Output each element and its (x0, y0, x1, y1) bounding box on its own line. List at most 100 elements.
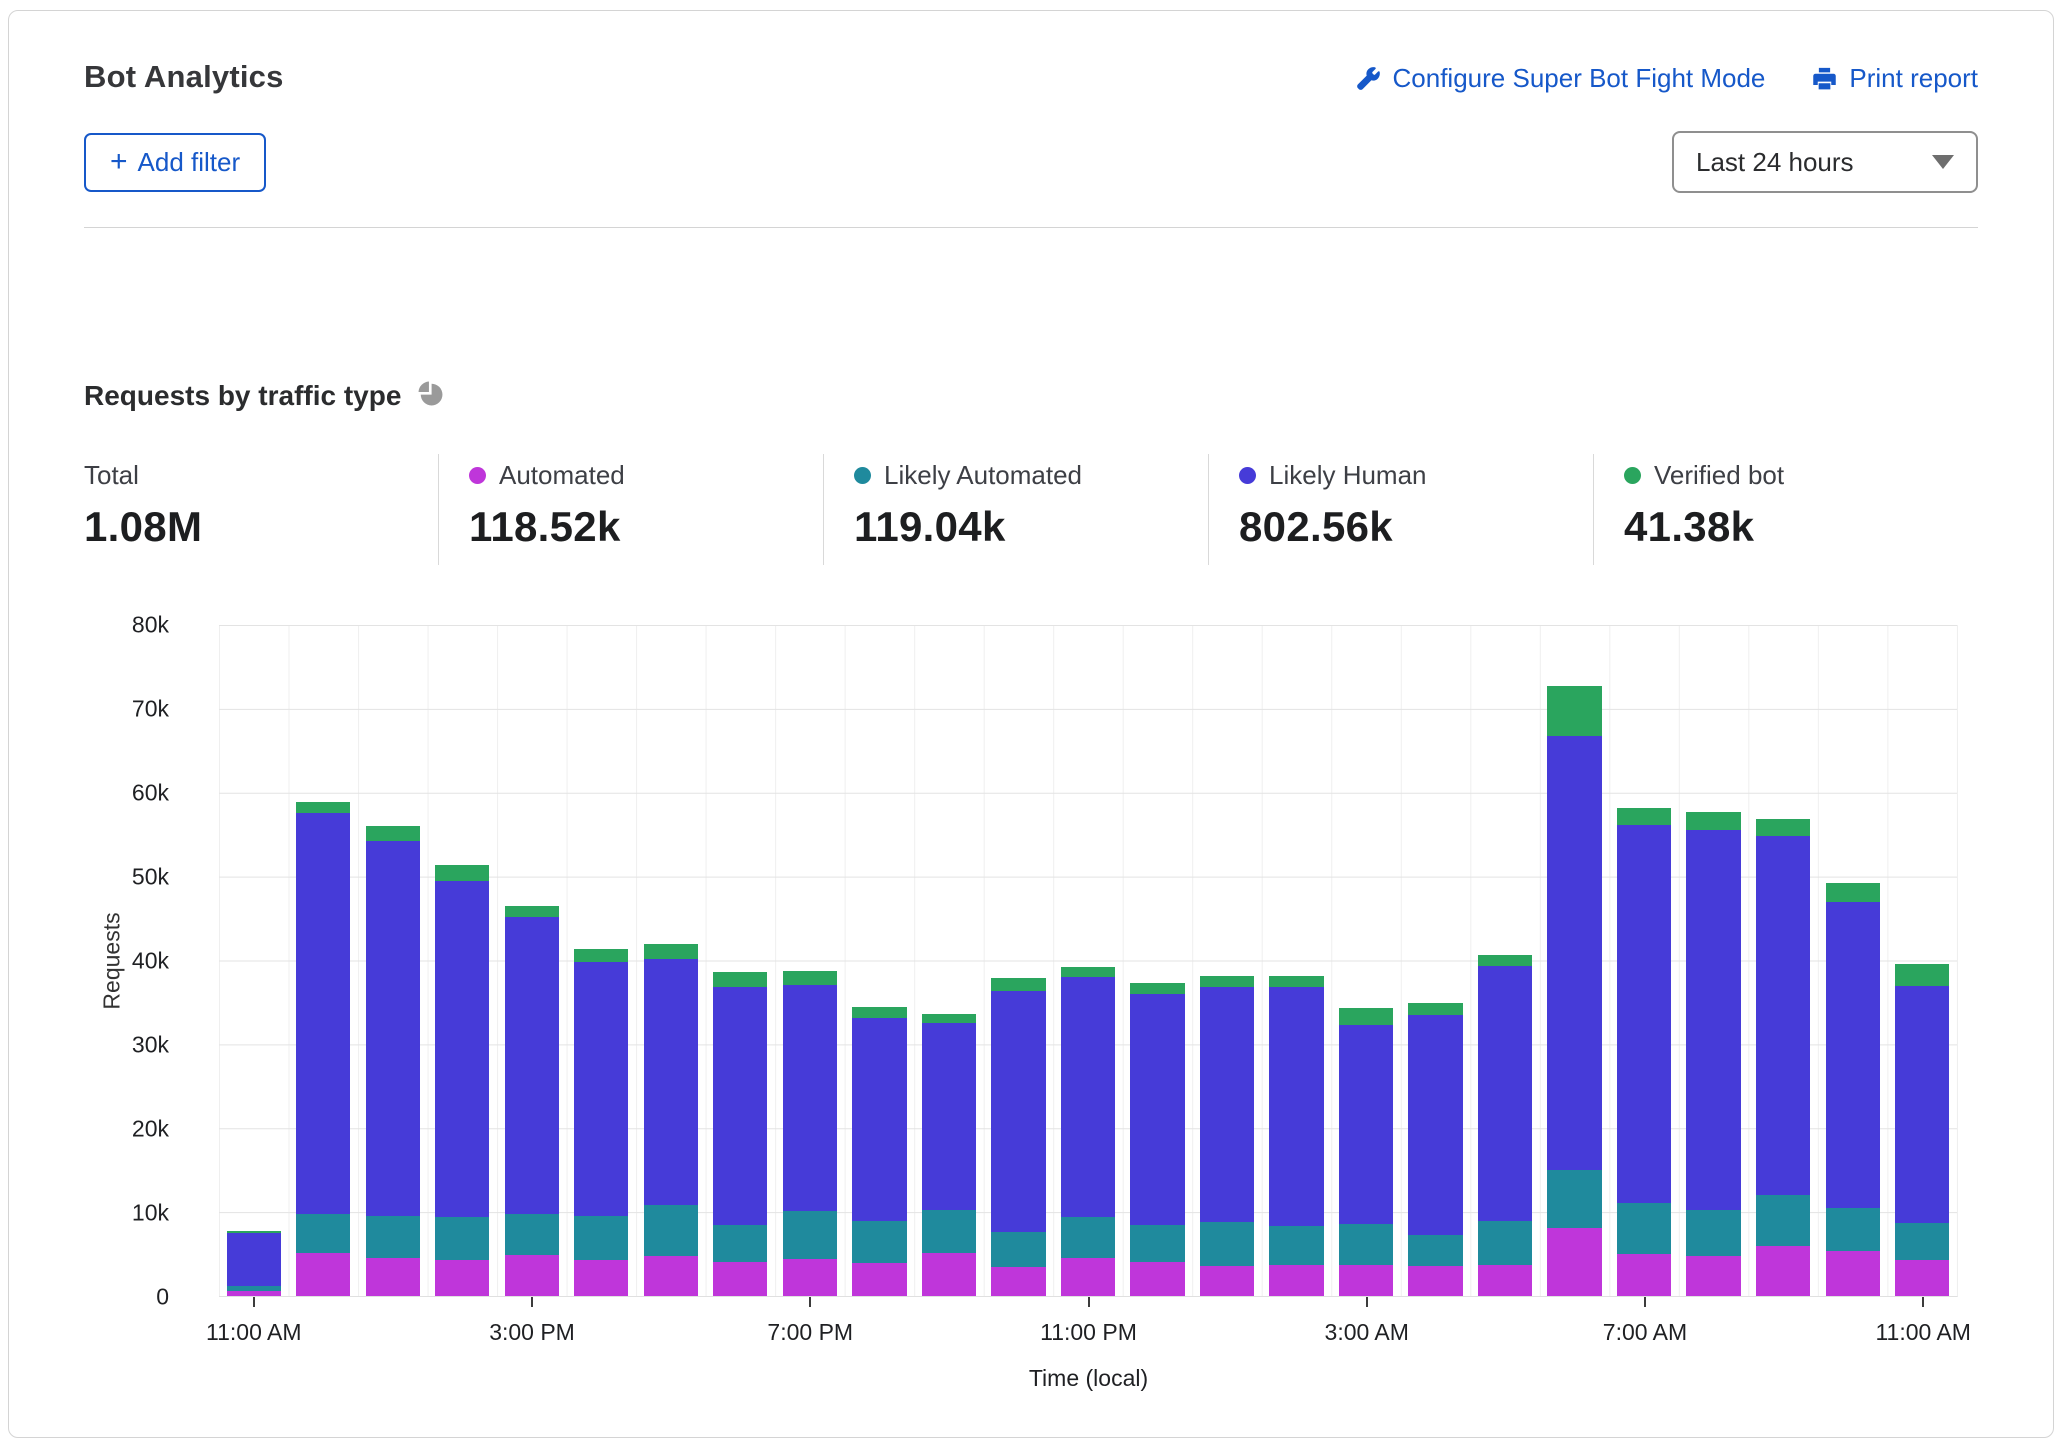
bar-segment-verified-bot[interactable] (644, 944, 698, 959)
bar-segment-verified-bot[interactable] (783, 971, 837, 985)
bar-segment-likely-automated[interactable] (296, 1214, 350, 1253)
bar-segment-verified-bot[interactable] (922, 1014, 976, 1023)
bar-segment-likely-automated[interactable] (1269, 1226, 1323, 1265)
bar-segment-likely-human[interactable] (713, 987, 767, 1225)
bar-segment-likely-automated[interactable] (1826, 1208, 1880, 1251)
bar-segment-likely-automated[interactable] (1408, 1235, 1462, 1266)
bar-segment-automated[interactable] (1339, 1265, 1393, 1296)
bar-segment-likely-human[interactable] (574, 962, 628, 1216)
bar-segment-likely-automated[interactable] (1339, 1224, 1393, 1265)
bar-segment-likely-human[interactable] (1826, 902, 1880, 1208)
bar-segment-automated[interactable] (852, 1263, 906, 1296)
bar-segment-likely-human[interactable] (644, 959, 698, 1206)
bar-segment-likely-automated[interactable] (435, 1217, 489, 1260)
bar-segment-likely-human[interactable] (1269, 987, 1323, 1226)
bar-segment-verified-bot[interactable] (991, 978, 1045, 991)
bar-segment-automated[interactable] (1895, 1260, 1949, 1296)
bar-segment-likely-automated[interactable] (852, 1221, 906, 1263)
bar-segment-likely-human[interactable] (991, 991, 1045, 1233)
bar-segment-automated[interactable] (1269, 1265, 1323, 1296)
bar-segment-likely-automated[interactable] (1547, 1170, 1601, 1228)
bar-segment-likely-human[interactable] (1617, 825, 1671, 1203)
bar-segment-automated[interactable] (1756, 1246, 1810, 1296)
bar-segment-likely-automated[interactable] (991, 1232, 1045, 1266)
bar-segment-verified-bot[interactable] (1617, 808, 1671, 825)
bar-segment-verified-bot[interactable] (1061, 967, 1115, 977)
bar-segment-verified-bot[interactable] (1408, 1003, 1462, 1015)
bar-segment-automated[interactable] (1617, 1254, 1671, 1296)
time-range-select[interactable]: Last 24 hours (1672, 131, 1978, 193)
bar-segment-automated[interactable] (227, 1291, 281, 1296)
bar-segment-verified-bot[interactable] (1478, 955, 1532, 967)
bar-segment-automated[interactable] (991, 1267, 1045, 1296)
bar-segment-likely-human[interactable] (227, 1233, 281, 1286)
bar-segment-automated[interactable] (1826, 1251, 1880, 1296)
bar-segment-verified-bot[interactable] (296, 802, 350, 813)
bar-segment-likely-automated[interactable] (922, 1210, 976, 1253)
bar-segment-verified-bot[interactable] (713, 972, 767, 986)
bar-segment-likely-human[interactable] (1339, 1025, 1393, 1224)
bar-segment-verified-bot[interactable] (1547, 686, 1601, 735)
bar-segment-likely-human[interactable] (1061, 977, 1115, 1217)
bar-segment-automated[interactable] (574, 1260, 628, 1296)
bar-segment-automated[interactable] (1200, 1266, 1254, 1296)
bar-segment-verified-bot[interactable] (1130, 983, 1184, 994)
bar-segment-automated[interactable] (922, 1253, 976, 1296)
bar-segment-automated[interactable] (1478, 1265, 1532, 1296)
bar-segment-likely-human[interactable] (1408, 1015, 1462, 1235)
bar-segment-automated[interactable] (1061, 1258, 1115, 1296)
bar-segment-likely-human[interactable] (1756, 836, 1810, 1196)
bar-segment-likely-automated[interactable] (1478, 1221, 1532, 1265)
bar-segment-automated[interactable] (1130, 1262, 1184, 1296)
bar-segment-likely-human[interactable] (366, 841, 420, 1216)
bar-segment-likely-automated[interactable] (505, 1214, 559, 1255)
bar-segment-verified-bot[interactable] (1686, 812, 1740, 830)
bar-segment-likely-automated[interactable] (713, 1225, 767, 1263)
bar-segment-likely-human[interactable] (505, 917, 559, 1214)
bar-segment-likely-human[interactable] (1200, 987, 1254, 1223)
bar-segment-automated[interactable] (505, 1255, 559, 1296)
bar-segment-likely-automated[interactable] (1686, 1210, 1740, 1255)
bar-segment-likely-human[interactable] (922, 1023, 976, 1210)
bar-segment-likely-human[interactable] (435, 881, 489, 1217)
bar-segment-automated[interactable] (366, 1258, 420, 1296)
bar-segment-likely-automated[interactable] (1061, 1217, 1115, 1258)
bar-segment-likely-automated[interactable] (644, 1205, 698, 1255)
bar-segment-likely-human[interactable] (1130, 994, 1184, 1225)
bar-segment-verified-bot[interactable] (852, 1007, 906, 1018)
add-filter-button[interactable]: + Add filter (84, 133, 266, 192)
configure-super-bot-fight-mode-link[interactable]: Configure Super Bot Fight Mode (1355, 63, 1766, 94)
bar-segment-verified-bot[interactable] (366, 826, 420, 841)
bar-segment-verified-bot[interactable] (435, 865, 489, 881)
bar-segment-likely-human[interactable] (296, 813, 350, 1214)
print-report-link[interactable]: Print report (1811, 63, 1978, 94)
bar-segment-likely-automated[interactable] (1756, 1195, 1810, 1245)
bar-segment-automated[interactable] (644, 1256, 698, 1296)
bar-segment-likely-automated[interactable] (1617, 1203, 1671, 1254)
bar-segment-likely-automated[interactable] (1130, 1225, 1184, 1263)
bar-segment-verified-bot[interactable] (1200, 976, 1254, 986)
bar-segment-verified-bot[interactable] (505, 906, 559, 917)
bar-segment-automated[interactable] (296, 1253, 350, 1296)
bar-segment-likely-human[interactable] (1547, 736, 1601, 1170)
bar-segment-likely-automated[interactable] (366, 1216, 420, 1259)
bar-segment-automated[interactable] (1547, 1228, 1601, 1296)
bar-segment-likely-human[interactable] (1895, 986, 1949, 1223)
bar-segment-likely-automated[interactable] (574, 1216, 628, 1260)
bar-segment-verified-bot[interactable] (1269, 976, 1323, 987)
bar-segment-verified-bot[interactable] (574, 949, 628, 962)
bar-segment-automated[interactable] (783, 1259, 837, 1296)
bar-segment-verified-bot[interactable] (1826, 883, 1880, 901)
bar-segment-likely-human[interactable] (1478, 966, 1532, 1220)
bar-segment-verified-bot[interactable] (1895, 964, 1949, 986)
bar-segment-likely-automated[interactable] (1895, 1223, 1949, 1260)
bar-segment-likely-automated[interactable] (783, 1211, 837, 1259)
bar-segment-likely-human[interactable] (1686, 830, 1740, 1211)
bar-segment-likely-human[interactable] (783, 985, 837, 1211)
bar-segment-automated[interactable] (713, 1262, 767, 1296)
bar-segment-verified-bot[interactable] (1756, 819, 1810, 836)
bar-segment-automated[interactable] (435, 1260, 489, 1296)
bar-segment-automated[interactable] (1686, 1256, 1740, 1296)
bar-segment-verified-bot[interactable] (1339, 1008, 1393, 1025)
bar-segment-likely-human[interactable] (852, 1018, 906, 1222)
